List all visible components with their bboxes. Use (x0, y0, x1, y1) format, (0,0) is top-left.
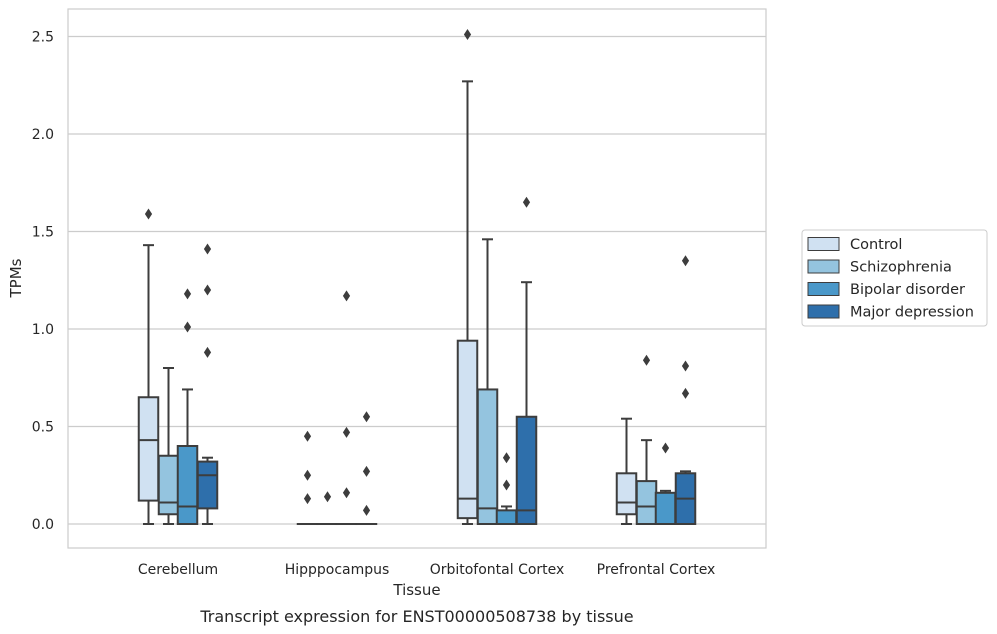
y-tick-label: 1.5 (32, 225, 54, 241)
outlier-point (681, 360, 690, 372)
box-body (654, 491, 677, 525)
outlier-point (323, 491, 332, 503)
outlier-point (661, 442, 670, 454)
outlier-point (362, 465, 371, 477)
outlier-point (342, 290, 351, 302)
box-3-0 (196, 243, 219, 525)
y-tick-label: 1.0 (32, 322, 54, 338)
x-tick-label: Orbitofontal Cortex (430, 562, 565, 578)
outlier-point (303, 430, 312, 442)
box-0-1 (296, 430, 319, 526)
x-tick-label: Cerebellum (138, 562, 218, 578)
outlier-point (303, 493, 312, 505)
box-body (635, 480, 658, 526)
box-body (157, 454, 180, 516)
box-1-0 (157, 367, 180, 525)
outlier-point (642, 354, 651, 366)
box-2-2 (495, 452, 518, 526)
box-body (196, 460, 219, 510)
box-body (495, 509, 518, 526)
outlier-point (362, 504, 371, 516)
legend-label: Schizophrenia (850, 260, 952, 276)
outlier-point (522, 196, 531, 208)
box-3-1 (355, 411, 378, 526)
legend-label: Control (850, 237, 902, 253)
x-axis-ticks: Cerebellum Hipppocampus Orbitofontal Corte… (138, 562, 715, 578)
box-2-1 (335, 290, 358, 526)
chart-caption: Transcript expression for ENST0000050873… (199, 607, 633, 626)
box-body (456, 339, 479, 520)
y-tick-label: 2.5 (32, 30, 54, 46)
boxes (137, 29, 697, 526)
outlier-point (362, 411, 371, 423)
outlier-point (681, 387, 690, 399)
box-1-1 (316, 491, 339, 526)
y-axis-ticks: 0.0 0.5 1.0 1.5 2.0 2.5 (32, 30, 54, 534)
box-2-3 (654, 442, 677, 525)
legend-label: Bipolar disorder (850, 282, 965, 298)
box-3-2 (515, 196, 538, 525)
outlier-point (502, 479, 511, 491)
box-body (515, 415, 538, 525)
box-1-2 (476, 238, 499, 526)
outlier-point (303, 469, 312, 481)
outlier-point (203, 346, 212, 358)
outlier-point (183, 321, 192, 333)
outlier-point (681, 255, 690, 267)
y-tick-label: 0.5 (32, 420, 54, 436)
grid-lines (68, 35, 766, 525)
outlier-point (183, 288, 192, 300)
legend-label: Major depression (850, 305, 974, 321)
box-body (476, 388, 499, 526)
legend-swatch (807, 304, 840, 319)
x-tick-label: Hipppocampus (285, 562, 390, 578)
box-body (137, 396, 160, 502)
legend: Control Schizophrenia Bipolar disorder Majo… (801, 229, 988, 327)
box-1-3 (635, 354, 658, 526)
outlier-point (342, 426, 351, 438)
y-axis-label: TPMs (7, 258, 25, 298)
legend-swatch (807, 259, 840, 274)
y-tick-label: 2.0 (32, 127, 54, 143)
legend-swatch (807, 282, 840, 296)
plot-frame (67, 8, 767, 549)
y-tick-label: 0.0 (32, 517, 54, 533)
x-axis-label: Tissue (392, 581, 440, 599)
outlier-point (502, 452, 511, 464)
outlier-point (463, 29, 472, 41)
legend-swatch (807, 237, 840, 251)
box-0-3 (615, 417, 638, 525)
box-body (176, 445, 199, 525)
outlier-point (203, 284, 212, 296)
x-tick-label: Prefrontal Cortex (597, 562, 716, 578)
box-body (615, 472, 638, 516)
box-2-0 (176, 288, 199, 525)
box-0-0 (137, 208, 160, 525)
legend-frame (801, 229, 988, 327)
outlier-point (342, 487, 351, 499)
box-3-3 (674, 255, 697, 525)
box-0-2 (456, 29, 479, 525)
outlier-point (144, 208, 153, 220)
outlier-point (203, 243, 212, 255)
